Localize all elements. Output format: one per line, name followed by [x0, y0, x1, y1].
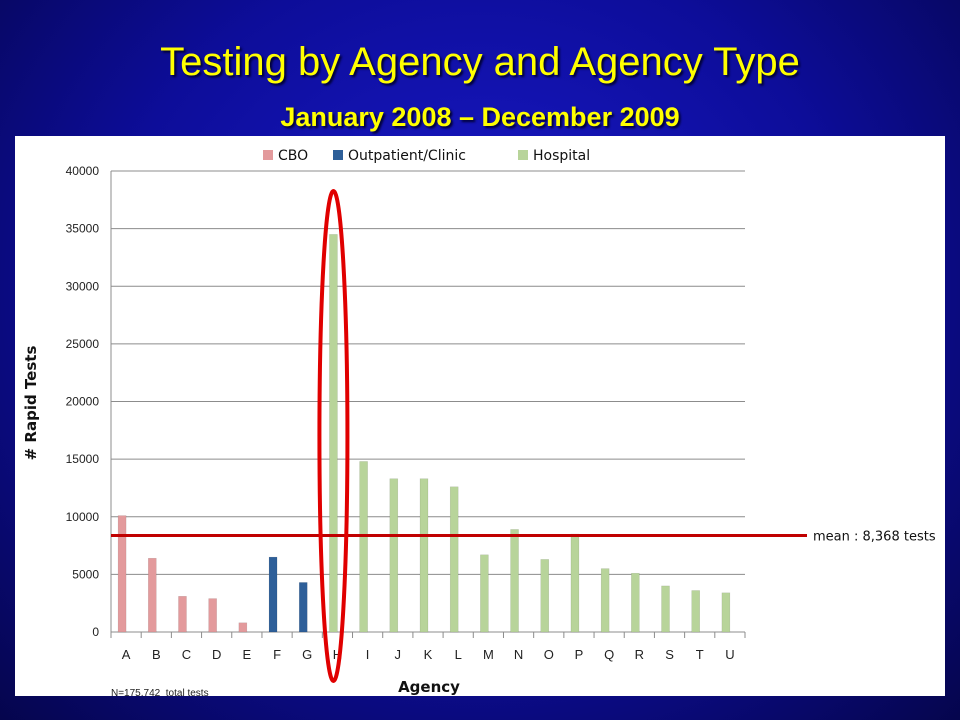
legend-label-2: Hospital [533, 148, 590, 164]
slide-title: Testing by Agency and Agency Type [160, 40, 800, 84]
y-tick-label: 5000 [72, 567, 99, 581]
x-tick-label-S: S [665, 647, 674, 662]
y-axis-title: # Rapid Tests [22, 346, 40, 461]
axes: 0 5000 10000 15000 20000 25000 30000 35000 40000… [66, 164, 746, 662]
x-tick-label-C: C [182, 647, 191, 662]
bar-C [178, 596, 187, 633]
y-tick-label: 30000 [66, 279, 100, 293]
bar-A [117, 515, 127, 633]
legend-swatch-1 [333, 150, 343, 160]
x-tick-label-T: T [696, 647, 704, 662]
x-tick-label-R: R [635, 647, 644, 662]
x-tick-label-G: G [302, 647, 312, 662]
x-tick-label-Q: Q [604, 647, 614, 662]
bar-H [329, 234, 338, 633]
slide-subtitle: January 2008 – December 2009 [280, 102, 680, 132]
x-tick-label-N: N [514, 647, 523, 662]
bar-Q [600, 568, 610, 633]
y-tick-label: 10000 [66, 510, 100, 524]
x-axis-title: Agency [398, 678, 460, 696]
mean-annotation: mean : 8,368 tests [111, 530, 936, 545]
legend-swatch-2 [518, 150, 528, 160]
bar-M [480, 554, 489, 633]
bar-chart: 0 5000 10000 15000 20000 25000 30000 35000 40000… [22, 148, 936, 696]
y-tick-label: 35000 [66, 222, 100, 236]
highlight-annotation [317, 189, 350, 683]
x-tick-label-E: E [243, 647, 252, 662]
x-tick-label-H: H [333, 647, 342, 662]
legend-swatch-0 [263, 150, 273, 160]
bar-O [540, 559, 550, 633]
bar-R [631, 572, 640, 633]
bar-K [419, 478, 429, 633]
chart-panel: 0 5000 10000 15000 20000 25000 30000 35000 40000… [15, 136, 945, 696]
bar-G [298, 582, 308, 633]
y-tick-label: 20000 [66, 395, 100, 409]
legend: CBO Outpatient/Clinic Hospital [263, 148, 590, 164]
x-tick-label-F: F [273, 647, 281, 662]
y-tick-label: 25000 [66, 337, 100, 351]
total-tests-note: N=175,742 total tests [111, 688, 209, 696]
y-tick-label: 15000 [66, 452, 100, 466]
bar-T [691, 590, 700, 633]
x-tick-label-M: M [483, 647, 494, 662]
x-tick-label-D: D [212, 647, 221, 662]
y-tick-label: 40000 [66, 164, 100, 178]
gridlines [111, 170, 745, 633]
x-tick-label-J: J [395, 647, 402, 662]
x-tick-label-L: L [455, 647, 462, 662]
x-tick-label-O: O [544, 647, 554, 662]
bars [117, 234, 731, 633]
bar-S [661, 585, 670, 633]
x-tick-label-K: K [424, 647, 433, 662]
bar-L [449, 486, 459, 633]
bar-U [721, 592, 731, 633]
x-tick-label-B: B [152, 647, 161, 662]
bar-D [208, 598, 217, 633]
y-tick-label: 0 [92, 625, 99, 639]
x-tick-label-I: I [366, 647, 370, 662]
bar-E [238, 622, 248, 633]
bar-J [389, 478, 399, 633]
mean-label: mean : 8,368 tests [813, 530, 936, 545]
bar-B [148, 557, 157, 633]
bar-I [359, 461, 368, 633]
x-tick-label-U: U [725, 647, 734, 662]
x-tick-label-A: A [122, 647, 131, 662]
bar-F [268, 556, 278, 633]
highlight-ellipse [317, 189, 350, 683]
legend-label-0: CBO [278, 148, 308, 164]
bar-N [510, 529, 519, 633]
bar-P [570, 533, 580, 633]
x-tick-label-P: P [575, 647, 584, 662]
legend-label-1: Outpatient/Clinic [348, 148, 466, 164]
